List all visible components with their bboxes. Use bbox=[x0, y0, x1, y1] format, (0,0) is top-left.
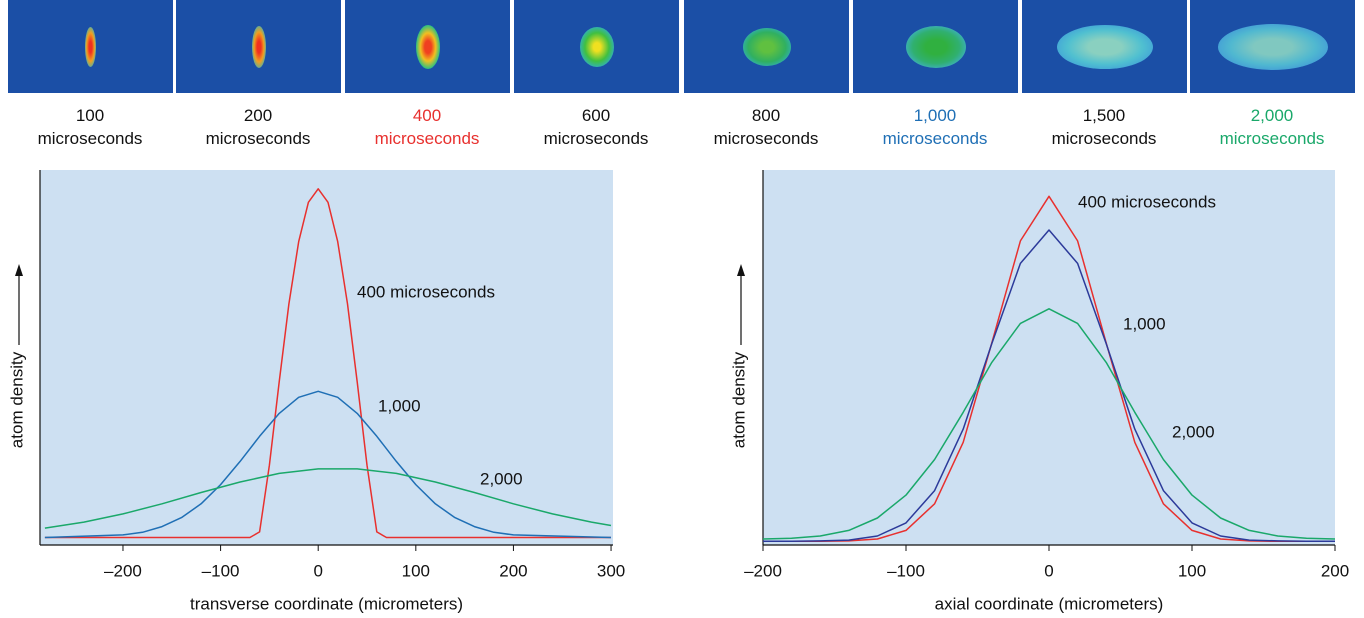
frame-unit: microseconds bbox=[205, 129, 311, 148]
frame-unit: microseconds bbox=[882, 129, 988, 148]
series-line bbox=[44, 390, 612, 539]
frame-time: 100 bbox=[75, 106, 105, 125]
frame-label: 800 microseconds bbox=[682, 104, 850, 150]
frame-label: 100 microseconds bbox=[6, 104, 174, 150]
series-line bbox=[763, 195, 1335, 543]
x-tick-label: 200 bbox=[499, 561, 527, 580]
frame-label: 1,500 microseconds bbox=[1020, 104, 1188, 150]
thumbnail bbox=[1022, 0, 1187, 93]
frame-time: 1,000 bbox=[913, 106, 957, 125]
x-tick-label: 100 bbox=[1178, 561, 1206, 580]
x-tick-label: –100 bbox=[887, 561, 925, 580]
frame-time: 400 bbox=[412, 106, 442, 125]
frame-label: 600 microseconds bbox=[512, 104, 680, 150]
x-axis-label: axial coordinate (micrometers) bbox=[935, 594, 1164, 613]
thumbnail bbox=[853, 0, 1018, 93]
series-label: 400 microseconds bbox=[1078, 192, 1216, 211]
series-line bbox=[762, 308, 1336, 540]
frame-unit: microseconds bbox=[1051, 129, 1157, 148]
y-axis-label: atom density bbox=[7, 351, 26, 448]
frame-unit: microseconds bbox=[543, 129, 649, 148]
x-tick-label: –200 bbox=[104, 561, 142, 580]
frame-label: 200 microseconds bbox=[174, 104, 342, 150]
frame-unit: microseconds bbox=[37, 129, 143, 148]
x-tick-label: 0 bbox=[313, 561, 322, 580]
x-tick-label: 100 bbox=[402, 561, 430, 580]
thumbnail bbox=[8, 0, 173, 93]
series-label: 400 microseconds bbox=[357, 282, 495, 301]
frame-time: 2,000 bbox=[1250, 106, 1294, 125]
series-line bbox=[763, 229, 1335, 543]
series-label: 2,000 bbox=[1172, 422, 1215, 441]
series-label: 1,000 bbox=[378, 396, 421, 415]
frame-time: 1,500 bbox=[1082, 106, 1126, 125]
frame-label: 2,000 microseconds bbox=[1188, 104, 1356, 150]
thumbnail bbox=[176, 0, 341, 93]
thumbnail bbox=[1190, 0, 1355, 93]
x-tick-label: 0 bbox=[1044, 561, 1053, 580]
frame-label: 1,000 microseconds bbox=[851, 104, 1019, 150]
thumbnail bbox=[684, 0, 849, 93]
frame-unit: microseconds bbox=[1219, 129, 1325, 148]
y-arrow-head bbox=[737, 264, 745, 276]
plot-background bbox=[763, 170, 1335, 545]
frame-time: 200 bbox=[243, 106, 273, 125]
x-tick-label: –200 bbox=[744, 561, 782, 580]
y-arrow-head bbox=[15, 264, 23, 276]
thumbnail bbox=[345, 0, 510, 93]
x-axis-label: transverse coordinate (micrometers) bbox=[190, 594, 463, 613]
series-line bbox=[44, 468, 612, 529]
plot-background bbox=[40, 170, 613, 545]
frame-time: 800 bbox=[751, 106, 781, 125]
x-tick-label: –100 bbox=[202, 561, 240, 580]
thumbnail bbox=[514, 0, 679, 93]
frame-label: 400 microseconds bbox=[343, 104, 511, 150]
x-tick-label: 200 bbox=[1321, 561, 1349, 580]
series-label: 1,000 bbox=[1123, 314, 1166, 333]
series-label: 2,000 bbox=[480, 469, 523, 488]
frame-unit: microseconds bbox=[374, 129, 480, 148]
frame-unit: microseconds bbox=[713, 129, 819, 148]
x-tick-label: 300 bbox=[597, 561, 625, 580]
y-axis-label: atom density bbox=[729, 351, 748, 448]
series-line bbox=[44, 188, 611, 539]
frame-time: 600 bbox=[581, 106, 611, 125]
